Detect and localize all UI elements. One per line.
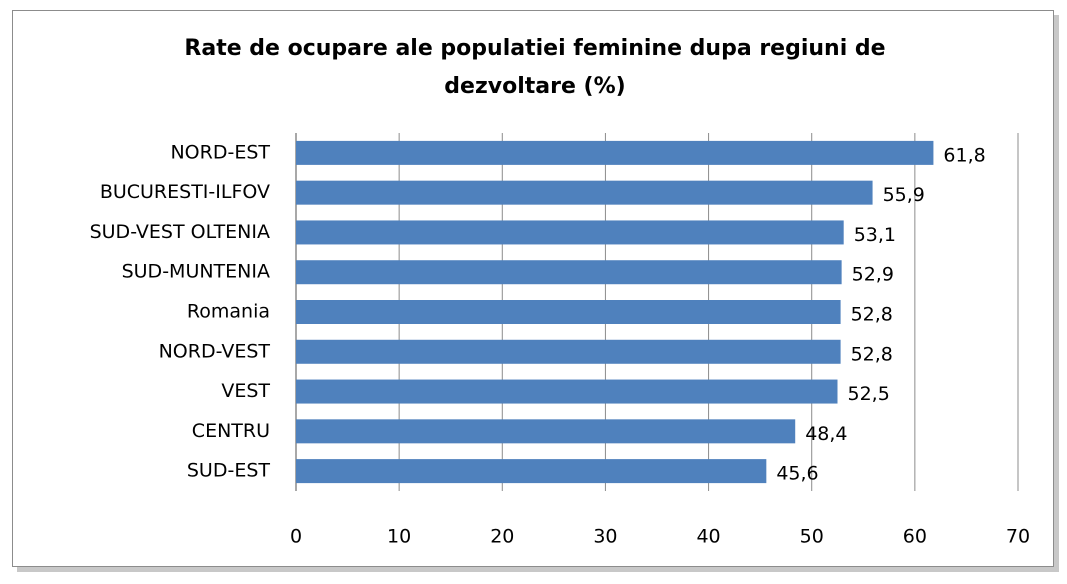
y-tick-label: NORD-EST (170, 141, 270, 163)
data-label: 53,1 (854, 224, 896, 246)
data-label: 61,8 (943, 144, 985, 166)
x-tick-label: 20 (490, 526, 514, 548)
bar (296, 379, 838, 404)
x-tick-label: 50 (800, 526, 824, 548)
bar (296, 419, 796, 444)
bar (296, 300, 841, 324)
data-label: 52,9 (852, 264, 894, 286)
y-tick-label: SUD-VEST OLTENIA (90, 221, 270, 243)
x-tick-label: 70 (1006, 526, 1030, 548)
bar (296, 339, 841, 364)
bar (296, 260, 842, 285)
data-label: 55,9 (883, 184, 925, 206)
bar (296, 459, 767, 484)
x-tick-label: 0 (290, 526, 302, 548)
y-tick-label: VEST (221, 380, 270, 402)
y-tick-label: BUCURESTI-ILFOV (100, 181, 270, 203)
data-label: 45,6 (776, 463, 818, 485)
data-label: 52,8 (851, 343, 893, 365)
bar (296, 180, 873, 205)
bar (296, 140, 934, 165)
y-tick-label: CENTRU (192, 420, 270, 442)
x-tick-label: 60 (903, 526, 927, 548)
data-label: 52,8 (851, 304, 893, 326)
bar (296, 220, 844, 245)
x-tick-label: 10 (387, 526, 411, 548)
y-tick-label: Romania (187, 301, 270, 323)
x-tick-label: 30 (593, 526, 617, 548)
data-label: 52,5 (848, 383, 890, 405)
y-tick-label: SUD-EST (187, 460, 271, 482)
y-tick-label: SUD-MUNTENIA (122, 261, 270, 283)
y-tick-label: NORD-VEST (159, 340, 271, 362)
chart-title: Rate de ocupare ale populatiei feminine … (184, 36, 886, 99)
data-label: 48,4 (805, 423, 847, 445)
x-tick-label: 40 (696, 526, 720, 548)
